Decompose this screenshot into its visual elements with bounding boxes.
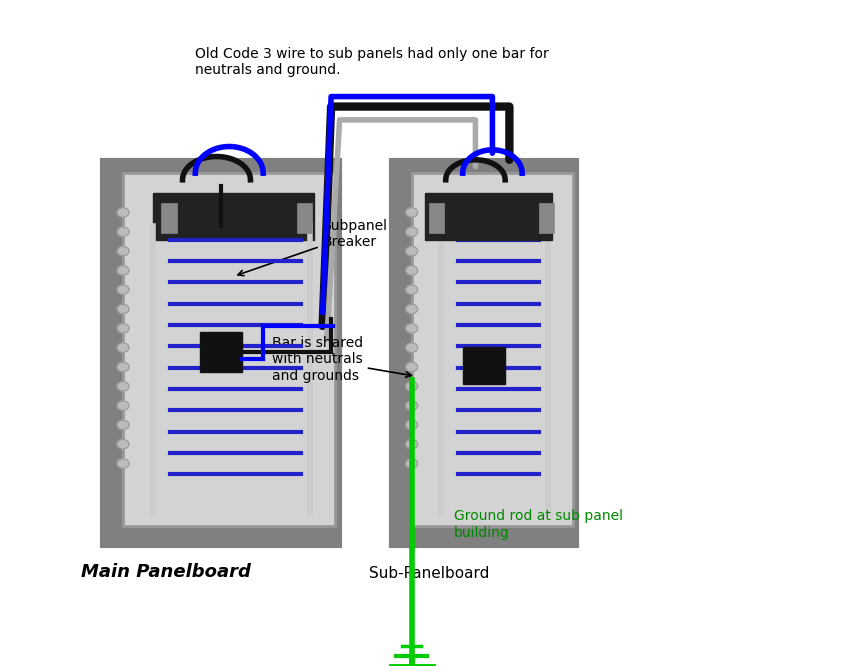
Bar bbox=[539, 203, 554, 233]
FancyBboxPatch shape bbox=[102, 160, 340, 546]
Circle shape bbox=[406, 343, 418, 352]
Bar bbox=[429, 203, 444, 233]
Circle shape bbox=[406, 246, 418, 256]
Circle shape bbox=[117, 362, 129, 372]
Circle shape bbox=[117, 266, 129, 275]
Text: Sub-Panelboard: Sub-Panelboard bbox=[368, 566, 489, 581]
Circle shape bbox=[117, 227, 129, 236]
Circle shape bbox=[117, 382, 129, 391]
Circle shape bbox=[406, 401, 418, 410]
Circle shape bbox=[406, 208, 418, 217]
Circle shape bbox=[406, 362, 418, 372]
Circle shape bbox=[406, 266, 418, 275]
Circle shape bbox=[117, 440, 129, 449]
Bar bbox=[463, 347, 505, 384]
Bar bbox=[153, 193, 314, 240]
Text: Old Code 3 wire to sub panels had only one bar for
neutrals and ground.: Old Code 3 wire to sub panels had only o… bbox=[195, 47, 549, 77]
Bar bbox=[297, 203, 312, 233]
Text: Main Panelboard: Main Panelboard bbox=[81, 563, 250, 581]
Circle shape bbox=[406, 459, 418, 468]
Text: Subpanel
Breaker: Subpanel Breaker bbox=[238, 219, 388, 276]
FancyBboxPatch shape bbox=[412, 173, 573, 526]
Circle shape bbox=[117, 401, 129, 410]
FancyBboxPatch shape bbox=[123, 173, 335, 526]
Circle shape bbox=[406, 440, 418, 449]
Circle shape bbox=[406, 227, 418, 236]
Circle shape bbox=[406, 382, 418, 391]
FancyBboxPatch shape bbox=[391, 160, 577, 546]
Circle shape bbox=[406, 324, 418, 333]
Text: Bar is shared
with neutrals
and grounds: Bar is shared with neutrals and grounds bbox=[272, 336, 412, 383]
Bar bbox=[161, 203, 177, 233]
Circle shape bbox=[117, 324, 129, 333]
Circle shape bbox=[117, 343, 129, 352]
Circle shape bbox=[117, 304, 129, 314]
Circle shape bbox=[406, 420, 418, 430]
Circle shape bbox=[117, 285, 129, 294]
Circle shape bbox=[117, 420, 129, 430]
Text: Ground rod at sub panel
building: Ground rod at sub panel building bbox=[454, 509, 623, 539]
Circle shape bbox=[406, 285, 418, 294]
Circle shape bbox=[117, 246, 129, 256]
Circle shape bbox=[117, 459, 129, 468]
Circle shape bbox=[406, 304, 418, 314]
Bar bbox=[200, 332, 242, 372]
Bar bbox=[424, 193, 552, 240]
Circle shape bbox=[117, 208, 129, 217]
